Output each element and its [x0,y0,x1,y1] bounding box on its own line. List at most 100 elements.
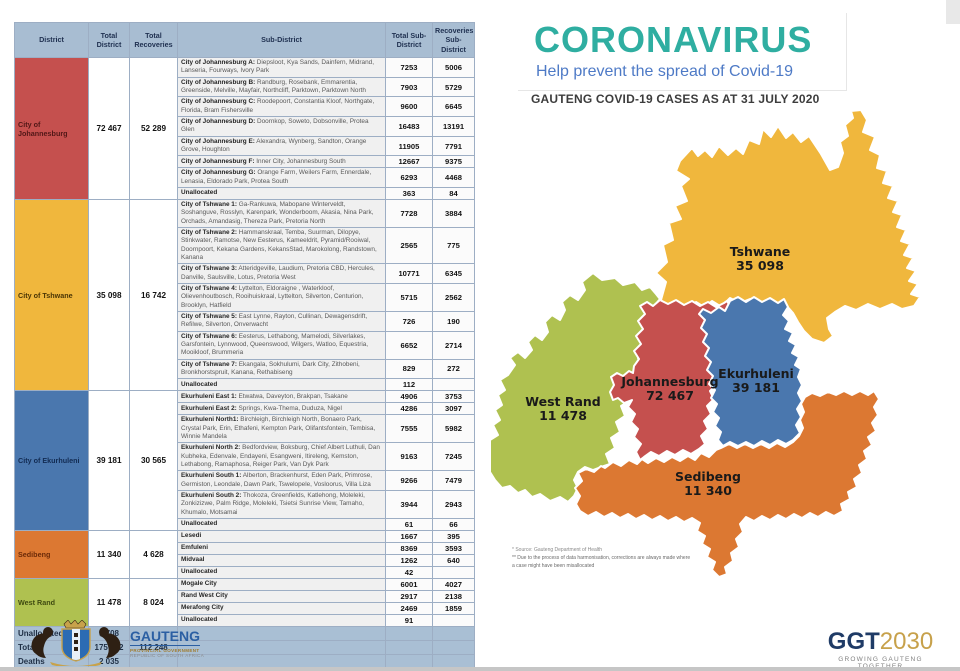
sub-district-row: City of Tshwane 6: Eesterus, Lethabong, … [15,330,475,360]
sub-district-row: Unallocated 112 [15,378,475,392]
sub-district-cell: City of Johannesburg F: Inner City, Joha… [177,155,386,169]
sub-district-cell: City of Johannesburg B: Randburg, Roseba… [177,76,386,98]
sub-district-cell: City of Johannesburg D: Doornkop, Soweto… [177,116,386,137]
sub-district-recoveries-cell: 3097 [432,402,475,416]
sub-district-cell: Emfuleni [177,541,386,555]
sub-district-row: City of Tshwane 4: Lyttelton, Eldoraigne… [15,282,475,312]
sub-district-cell: City of Johannesburg C: Roodepoort, Cons… [177,96,386,118]
map-label-west-rand-value: 11 478 [539,408,587,423]
map-label-sedibeng-value: 11 340 [684,483,732,498]
sub-district-recoveries-cell: 84 [432,187,475,201]
column-header: Sub-District [177,21,386,59]
sub-district-total-cell: 8369 [385,541,433,555]
district-recoveries-cell: 16 742 [129,199,178,392]
sub-district-total-cell: 4286 [385,402,433,416]
sub-district-total-cell: 7253 [385,57,433,78]
sub-district-row: City of Tshwane 5: East Lynne, Rayton, C… [15,310,475,332]
summary-empty-cell [432,625,475,641]
covid-cases-table: District Total District Total Recoveries Su… [14,21,475,669]
sub-district-cell: City of Tshwane 2: Hammanskraal, Temba, … [177,226,386,265]
coronavirus-banner: CORONAVIRUS Help prevent the spread of C… [518,13,847,91]
sub-district-total-cell: 112 [385,378,433,392]
sub-district-row: City of Tshwane 2: Hammanskraal, Temba, … [15,226,475,265]
sub-district-row: Emfuleni 8369 3593 [15,541,475,555]
sub-district-row: Merafong City 2469 1859 [15,601,475,615]
sub-district-total-cell: 9163 [385,442,433,472]
sub-district-cell: Ekurhuleni North1: Birchleigh, Birchleig… [177,414,386,444]
gauteng-logo-text: GAUTENG PROVINCIAL GOVERNMENT REPUBLIC O… [130,628,204,658]
sub-district-recoveries-cell: 395 [432,529,475,543]
map-label-tshwane-value: 35 098 [736,258,784,273]
sub-district-recoveries-cell [432,565,475,579]
sub-district-total-cell: 7728 [385,199,433,228]
sub-district-row: Unallocated 363 84 [15,187,475,201]
sub-district-total-cell: 12667 [385,155,433,169]
sub-district-recoveries-cell: 190 [432,310,475,332]
map-label-sedibeng-name: Sedibeng [675,469,741,484]
sub-district-cell: Unallocated [177,517,386,531]
sub-district-total-cell: 9600 [385,96,433,118]
sub-district-recoveries-cell: 2562 [432,282,475,312]
ggt-tagline: GROWING GAUTENG TOGETHER [838,656,923,670]
sub-district-cell: Unallocated [177,613,386,627]
sub-district-cell: Lesedi [177,529,386,543]
sub-district-cell: Ekurhuleni South 2: Thokoza, Greenfields… [177,489,386,519]
district-name-cell: City of Ekurhuleni [14,390,89,531]
sub-district-row: City of Tshwane 35 098 16 742 City of Tshwa… [14,199,475,392]
map-region-ekurhuleni [698,296,803,447]
sub-district-recoveries-cell [432,613,475,627]
sub-district-recoveries-cell: 7479 [432,470,475,491]
gauteng-logo-title: GAUTENG [130,628,200,646]
sub-district-total-cell: 2565 [385,226,433,265]
sub-district-recoveries-cell: 5006 [432,57,475,78]
district-total-cell: 11 340 [88,529,130,579]
sub-district-total-cell: 7903 [385,76,433,98]
sub-district-total-cell: 5715 [385,282,433,312]
sub-district-recoveries-cell: 3884 [432,199,475,228]
sub-district-total-cell: 9266 [385,470,433,491]
sub-district-cell: Rand West City [177,589,386,603]
ggt-prefix: GGT [827,628,880,655]
sub-district-row: City of Ekurhuleni 39 181 30 565 Ekurhuleni… [14,390,475,531]
map-label-ekurhuleni-name: Ekurhuleni [718,366,794,381]
sub-district-row: City of Johannesburg F: Inner City, Joha… [15,155,475,169]
map-label-ekurhuleni-value: 39 181 [732,380,780,395]
sub-district-total-cell: 11905 [385,135,433,157]
sub-district-total-cell: 363 [385,187,433,201]
report-caption: GAUTENG COVID-19 CASES AS AT 31 JULY 202… [531,92,820,106]
sub-district-total-cell: 1667 [385,529,433,543]
sub-district-row: City of Johannesburg C: Roodepoort, Cons… [15,96,475,118]
banner-title: CORONAVIRUS [534,19,813,60]
summary-empty-cell [385,639,433,655]
footnote-disclaimer-line1: ** Due to the process of data harmonisat… [512,555,691,561]
sub-district-row: Unallocated 42 [15,565,475,579]
column-header: Total Recoveries [129,21,178,59]
sub-district-recoveries-cell: 2138 [432,589,475,603]
sub-district-total-cell: 2469 [385,601,433,615]
ggt2030-logo: GGT2030 GROWING GAUTENG TOGETHER [818,628,943,671]
sub-district-row: Midvaal 1262 640 [15,553,475,567]
sub-district-total-cell: 7555 [385,414,433,444]
sub-district-recoveries-cell: 6345 [432,263,475,284]
sub-district-recoveries-cell: 7791 [432,135,475,157]
sub-district-row: Ekurhuleni North 2: Bedfordview, Boksbur… [15,442,475,472]
sub-district-cell: Ekurhuleni East 2: Springs, Kwa-Thema, D… [177,402,386,416]
sub-district-total-cell: 42 [385,565,433,579]
sub-district-row: West Rand 11 478 8 024 Mogale City 6001 4027 [14,577,475,627]
summary-recoveries-cell [129,653,178,669]
coat-of-arms-icon [31,620,121,666]
sub-district-total-cell: 10771 [385,263,433,284]
screen-corner-artifact [946,0,960,24]
sub-district-row: Ekurhuleni North1: Birchleigh, Birchleig… [15,414,475,444]
summary-empty-cell [432,639,475,655]
sub-district-total-cell: 61 [385,517,433,531]
district-recoveries-cell: 4 628 [129,529,178,579]
sub-district-total-cell: 2917 [385,589,433,603]
map-label-johannesburg-value: 72 467 [646,388,694,403]
sub-district-total-cell: 6652 [385,330,433,360]
sub-district-cell: City of Tshwane 7: Ekangala, Sokhulumi, … [177,358,386,380]
sub-district-recoveries-cell: 3593 [432,541,475,555]
sub-district-recoveries-cell: 1859 [432,601,475,615]
district-name-cell: City of Johannesburg [14,57,89,201]
